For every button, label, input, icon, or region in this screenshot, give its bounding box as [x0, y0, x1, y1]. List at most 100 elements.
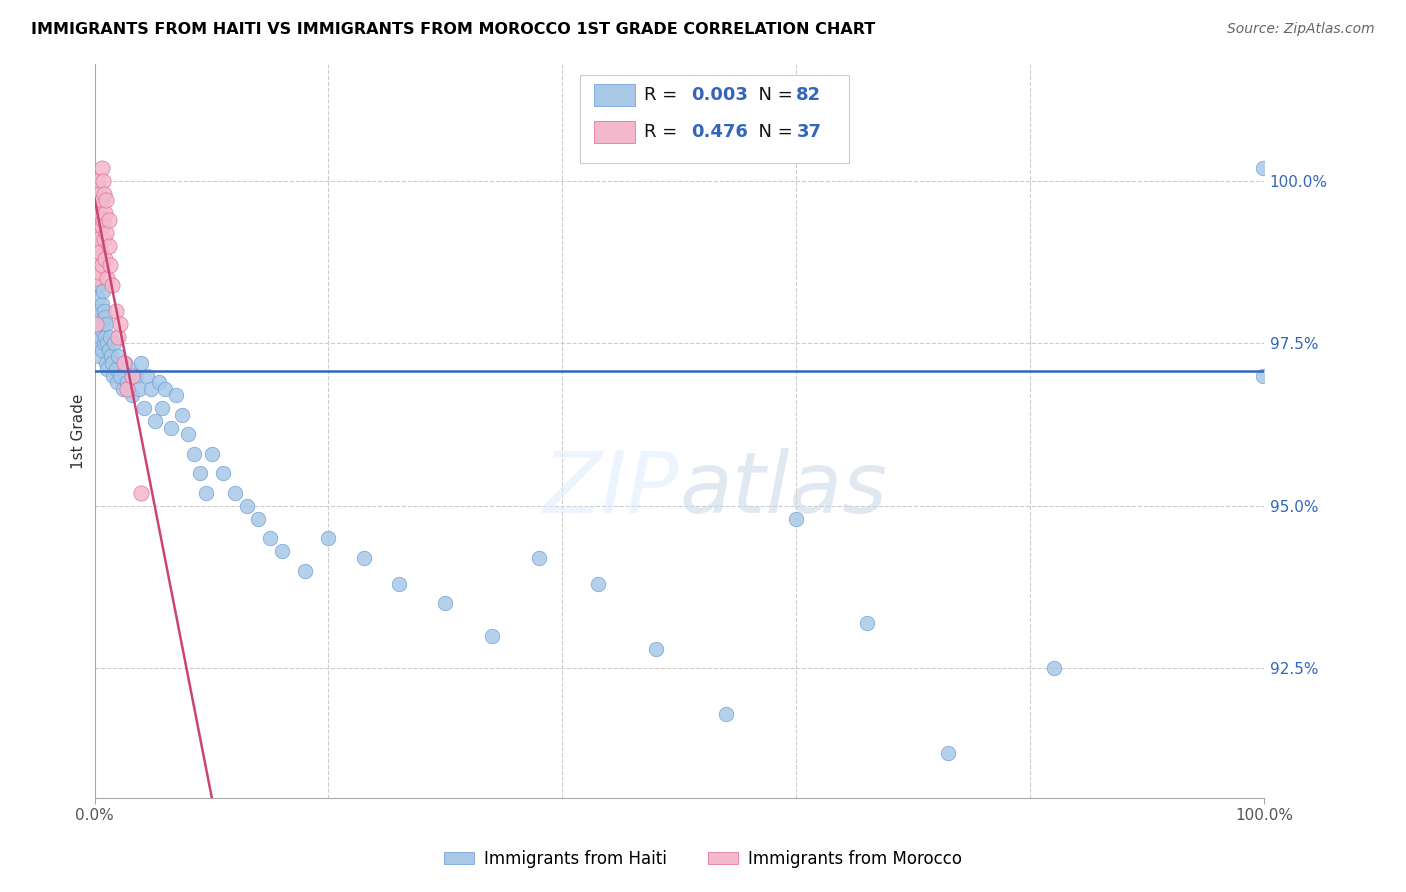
Point: [107, 330, 129, 344]
Point: [91, 174, 114, 188]
Point: [94, 252, 117, 266]
Point: [1251, 161, 1274, 175]
Point: [270, 544, 292, 558]
Legend: Immigrants from Haiti, Immigrants from Morocco: Immigrants from Haiti, Immigrants from M…: [437, 844, 969, 875]
Point: [247, 512, 270, 526]
Text: 0.003: 0.003: [692, 86, 748, 103]
Point: [97, 343, 120, 357]
Point: [586, 576, 609, 591]
Point: [235, 499, 257, 513]
Point: [938, 746, 960, 760]
Text: R =: R =: [644, 122, 683, 141]
Point: [89, 304, 111, 318]
Point: [1251, 368, 1274, 383]
Point: [96, 271, 118, 285]
Point: [1042, 661, 1064, 675]
Point: [224, 485, 246, 500]
Point: [87, 265, 110, 279]
Text: atlas: atlas: [679, 449, 887, 532]
Point: [785, 512, 807, 526]
Point: [111, 382, 134, 396]
Point: [90, 259, 112, 273]
Point: [104, 362, 127, 376]
Point: [318, 531, 340, 545]
Point: [89, 232, 111, 246]
Point: [98, 259, 121, 273]
Point: [110, 368, 132, 383]
Point: [87, 265, 110, 279]
Point: [112, 356, 135, 370]
Text: 0.476: 0.476: [692, 122, 748, 141]
Y-axis label: 1st Grade: 1st Grade: [72, 393, 86, 469]
Point: [91, 317, 114, 331]
Point: [96, 226, 118, 240]
Point: [90, 297, 112, 311]
Point: [188, 467, 211, 481]
Text: N =: N =: [747, 122, 799, 141]
Point: [131, 356, 153, 370]
Bar: [593, 84, 636, 106]
Point: [94, 310, 117, 325]
Point: [117, 382, 139, 396]
Point: [98, 330, 121, 344]
Point: [194, 485, 217, 500]
Point: [90, 161, 112, 175]
Point: [89, 245, 111, 260]
Point: [97, 213, 120, 227]
Point: [183, 447, 205, 461]
Point: [132, 401, 155, 416]
Point: [90, 323, 112, 337]
Point: [128, 382, 150, 396]
Point: [294, 564, 316, 578]
Text: IMMIGRANTS FROM HAITI VS IMMIGRANTS FROM MOROCCO 1ST GRADE CORRELATION CHART: IMMIGRANTS FROM HAITI VS IMMIGRANTS FROM…: [31, 22, 875, 37]
Point: [165, 388, 187, 402]
Point: [90, 219, 112, 234]
Point: [93, 304, 115, 318]
Point: [645, 641, 668, 656]
Point: [527, 550, 550, 565]
Point: [87, 174, 110, 188]
Point: [139, 382, 162, 396]
Point: [114, 356, 136, 370]
Point: [91, 213, 114, 227]
Point: [87, 310, 110, 325]
Point: [86, 252, 108, 266]
Point: [89, 186, 111, 201]
Point: [87, 200, 110, 214]
Point: [90, 343, 112, 357]
Point: [91, 285, 114, 299]
Point: [259, 531, 281, 545]
Point: [136, 368, 159, 383]
Point: [86, 206, 108, 220]
Text: ZIP: ZIP: [543, 449, 679, 532]
Point: [103, 368, 125, 383]
Point: [105, 376, 128, 390]
Point: [212, 467, 235, 481]
Point: [118, 362, 141, 376]
Point: [86, 239, 108, 253]
Point: [481, 629, 503, 643]
Point: [101, 356, 124, 370]
Point: [855, 615, 877, 630]
Point: [107, 350, 129, 364]
Point: [159, 421, 181, 435]
Point: [714, 706, 737, 721]
Point: [153, 382, 176, 396]
Point: [110, 317, 132, 331]
Point: [200, 447, 222, 461]
Text: N =: N =: [747, 86, 799, 103]
Point: [93, 232, 115, 246]
Point: [89, 239, 111, 253]
Point: [131, 485, 153, 500]
Point: [121, 388, 143, 402]
Point: [148, 376, 170, 390]
Point: [434, 596, 457, 610]
Point: [96, 317, 118, 331]
Point: [96, 362, 118, 376]
Point: [87, 226, 110, 240]
Point: [90, 194, 112, 208]
Point: [121, 368, 143, 383]
Point: [172, 408, 194, 422]
Point: [84, 271, 107, 285]
Point: [117, 376, 139, 390]
